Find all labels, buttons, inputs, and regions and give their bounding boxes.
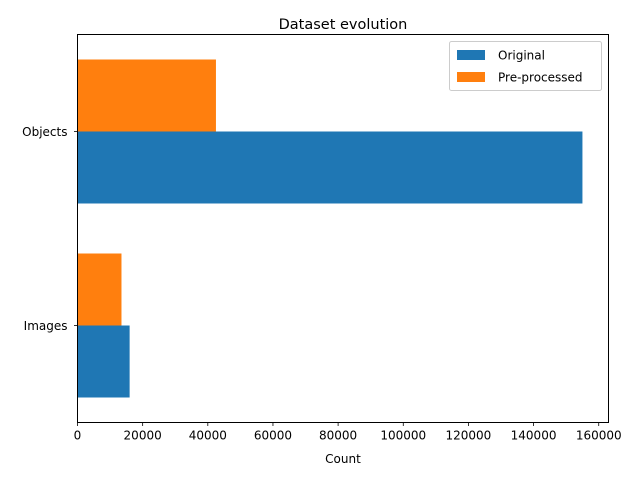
x-tick-label: 20000 (124, 429, 162, 443)
x-tick-label: 80000 (319, 429, 357, 443)
x-tick-label: 140000 (511, 429, 557, 443)
bar-pre-processed-objects (77, 59, 216, 132)
y-axis-ticks: Images Objects (22, 125, 78, 333)
legend-label-pre-processed: Pre-processed (498, 71, 583, 85)
x-tick-label: 160000 (576, 429, 622, 443)
bar-original-images (77, 325, 130, 398)
legend-items: Original Pre-processed (457, 49, 583, 85)
plot-frame (77, 34, 609, 423)
legend: Original Pre-processed (449, 41, 602, 91)
legend-label-original: Original (498, 49, 545, 63)
x-tick-label: 120000 (446, 429, 492, 443)
bar-original-objects (77, 131, 583, 204)
x-tick-label: 40000 (189, 429, 227, 443)
y-tick-label: Images (24, 319, 68, 333)
x-tick-label: 0 (74, 429, 82, 443)
legend-box (449, 41, 602, 91)
x-axis-label: Count (325, 452, 361, 466)
x-tick-label: 60000 (254, 429, 292, 443)
legend-swatch-pre-processed (457, 72, 485, 82)
bar-pre-processed-images (77, 253, 122, 326)
y-tick-label: Objects (22, 125, 67, 139)
chart-title: Dataset evolution (279, 17, 408, 33)
x-tick-label: 100000 (380, 429, 426, 443)
legend-swatch-original (457, 50, 485, 60)
bars-layer (77, 59, 583, 398)
x-axis-ticks: 0 20000 40000 60000 80000 100000 120000 140000 1… (74, 422, 622, 443)
